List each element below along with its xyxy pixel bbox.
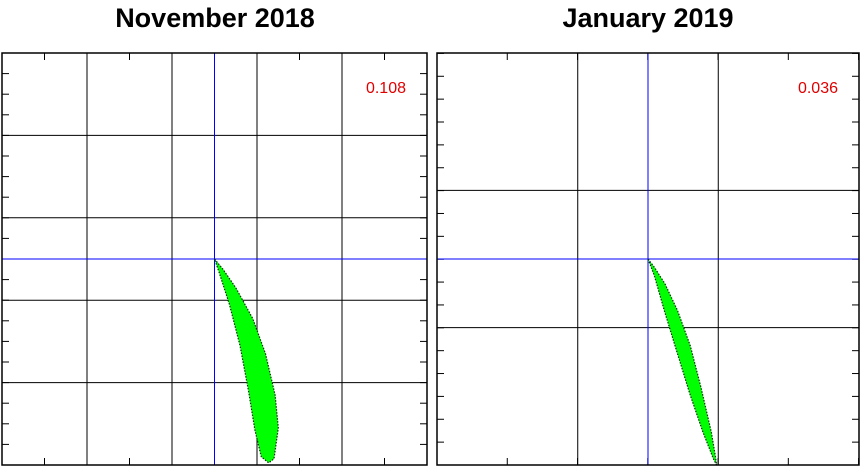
value-label: 0.036 (798, 80, 838, 97)
chart-title-november-2018: November 2018 (115, 3, 315, 33)
data-area-january-2019 (647, 258, 718, 466)
chart-panel-november-2018: 0.108 (1, 52, 428, 466)
plot-frame (1, 52, 428, 466)
chart-title-january-2019: January 2019 (562, 3, 734, 33)
chart-panel-january-2019: 0.036 (436, 52, 860, 466)
data-area-november-2018 (213, 258, 279, 464)
plot-frame (436, 52, 860, 466)
value-label: 0.108 (366, 80, 406, 97)
